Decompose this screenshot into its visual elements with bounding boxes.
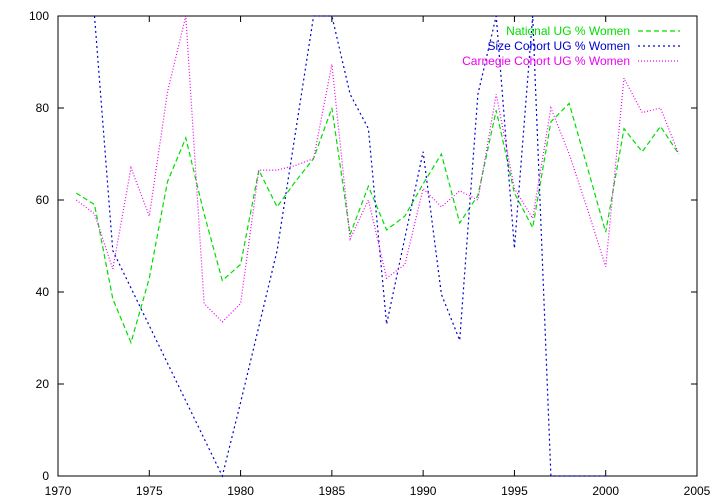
y-tick-label: 20 — [36, 377, 50, 391]
x-tick-label: 1995 — [501, 484, 528, 498]
series-lines — [75, 15, 680, 478]
series-line-national-ug-women — [75, 102, 680, 345]
x-tick-label: 1980 — [227, 484, 254, 498]
legend-label-national-ug-women: National UG % Women — [506, 24, 630, 38]
axis-tick-labels: 1970 1975 1980 1985 1990 1995 2000 2005 0 20 40 60 8… — [29, 9, 711, 498]
series-line-size-cohort-ug-women — [93, 15, 606, 478]
x-tick-label: 1970 — [45, 484, 72, 498]
legend-label-size-cohort-ug-women: Size Cohort UG % Women — [488, 39, 631, 53]
x-tick-label: 2005 — [684, 484, 711, 498]
x-tick-label: 1985 — [319, 484, 346, 498]
axis-ticks — [57, 15, 698, 477]
y-tick-label: 80 — [36, 101, 50, 115]
legend-label-carnegie-cohort-ug-women: Carnegie Cohort UG % Women — [462, 54, 630, 68]
y-tick-label: 40 — [36, 285, 50, 299]
x-tick-label: 2000 — [592, 484, 619, 498]
plot-frame — [57, 15, 698, 477]
x-tick-label: 1975 — [136, 484, 163, 498]
y-tick-label: 0 — [42, 469, 49, 483]
y-tick-label: 100 — [29, 9, 49, 23]
x-tick-label: 1990 — [410, 484, 437, 498]
y-tick-label: 60 — [36, 193, 50, 207]
